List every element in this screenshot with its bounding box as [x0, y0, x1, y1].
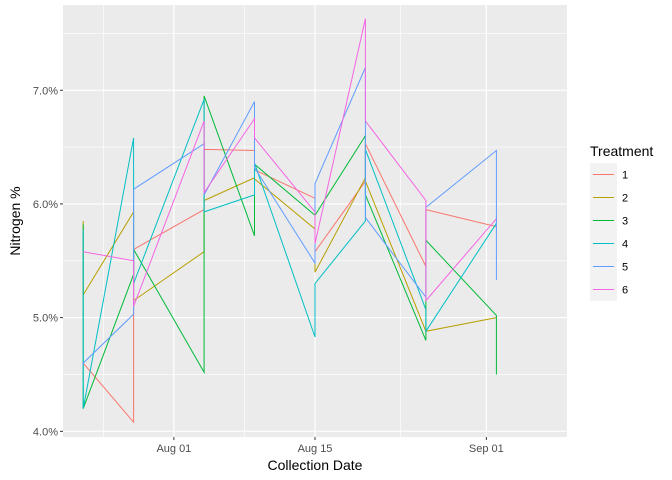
y-tick-label: 6.0% [33, 199, 58, 211]
y-tick-label: 5.0% [33, 313, 58, 325]
legend-label-5: 5 [622, 262, 628, 274]
legend-label-6: 6 [622, 285, 628, 297]
y-axis-title: Nitrogen % [7, 186, 23, 255]
series-lines [82, 18, 497, 424]
x-axis: Aug 01 Aug 15 Sep 01 [156, 437, 504, 455]
x-tick-label: Sep 01 [469, 443, 504, 455]
legend-label-2: 2 [622, 193, 628, 205]
legend: Treatment 1 2 3 4 5 6 [590, 143, 653, 301]
y-axis: 4.0% 5.0% 6.0% 7.0% [33, 85, 63, 438]
x-tick-label: Aug 15 [298, 443, 333, 455]
legend-label-3: 3 [622, 216, 628, 228]
series-6-line [83, 18, 497, 307]
y-tick-label: 7.0% [33, 85, 58, 97]
legend-label-1: 1 [622, 170, 628, 182]
legend-label-4: 4 [622, 239, 628, 251]
y-tick-label: 4.0% [33, 426, 58, 438]
x-tick-label: Aug 01 [156, 443, 191, 455]
legend-title: Treatment [590, 143, 653, 159]
x-axis-title: Collection Date [268, 457, 363, 473]
